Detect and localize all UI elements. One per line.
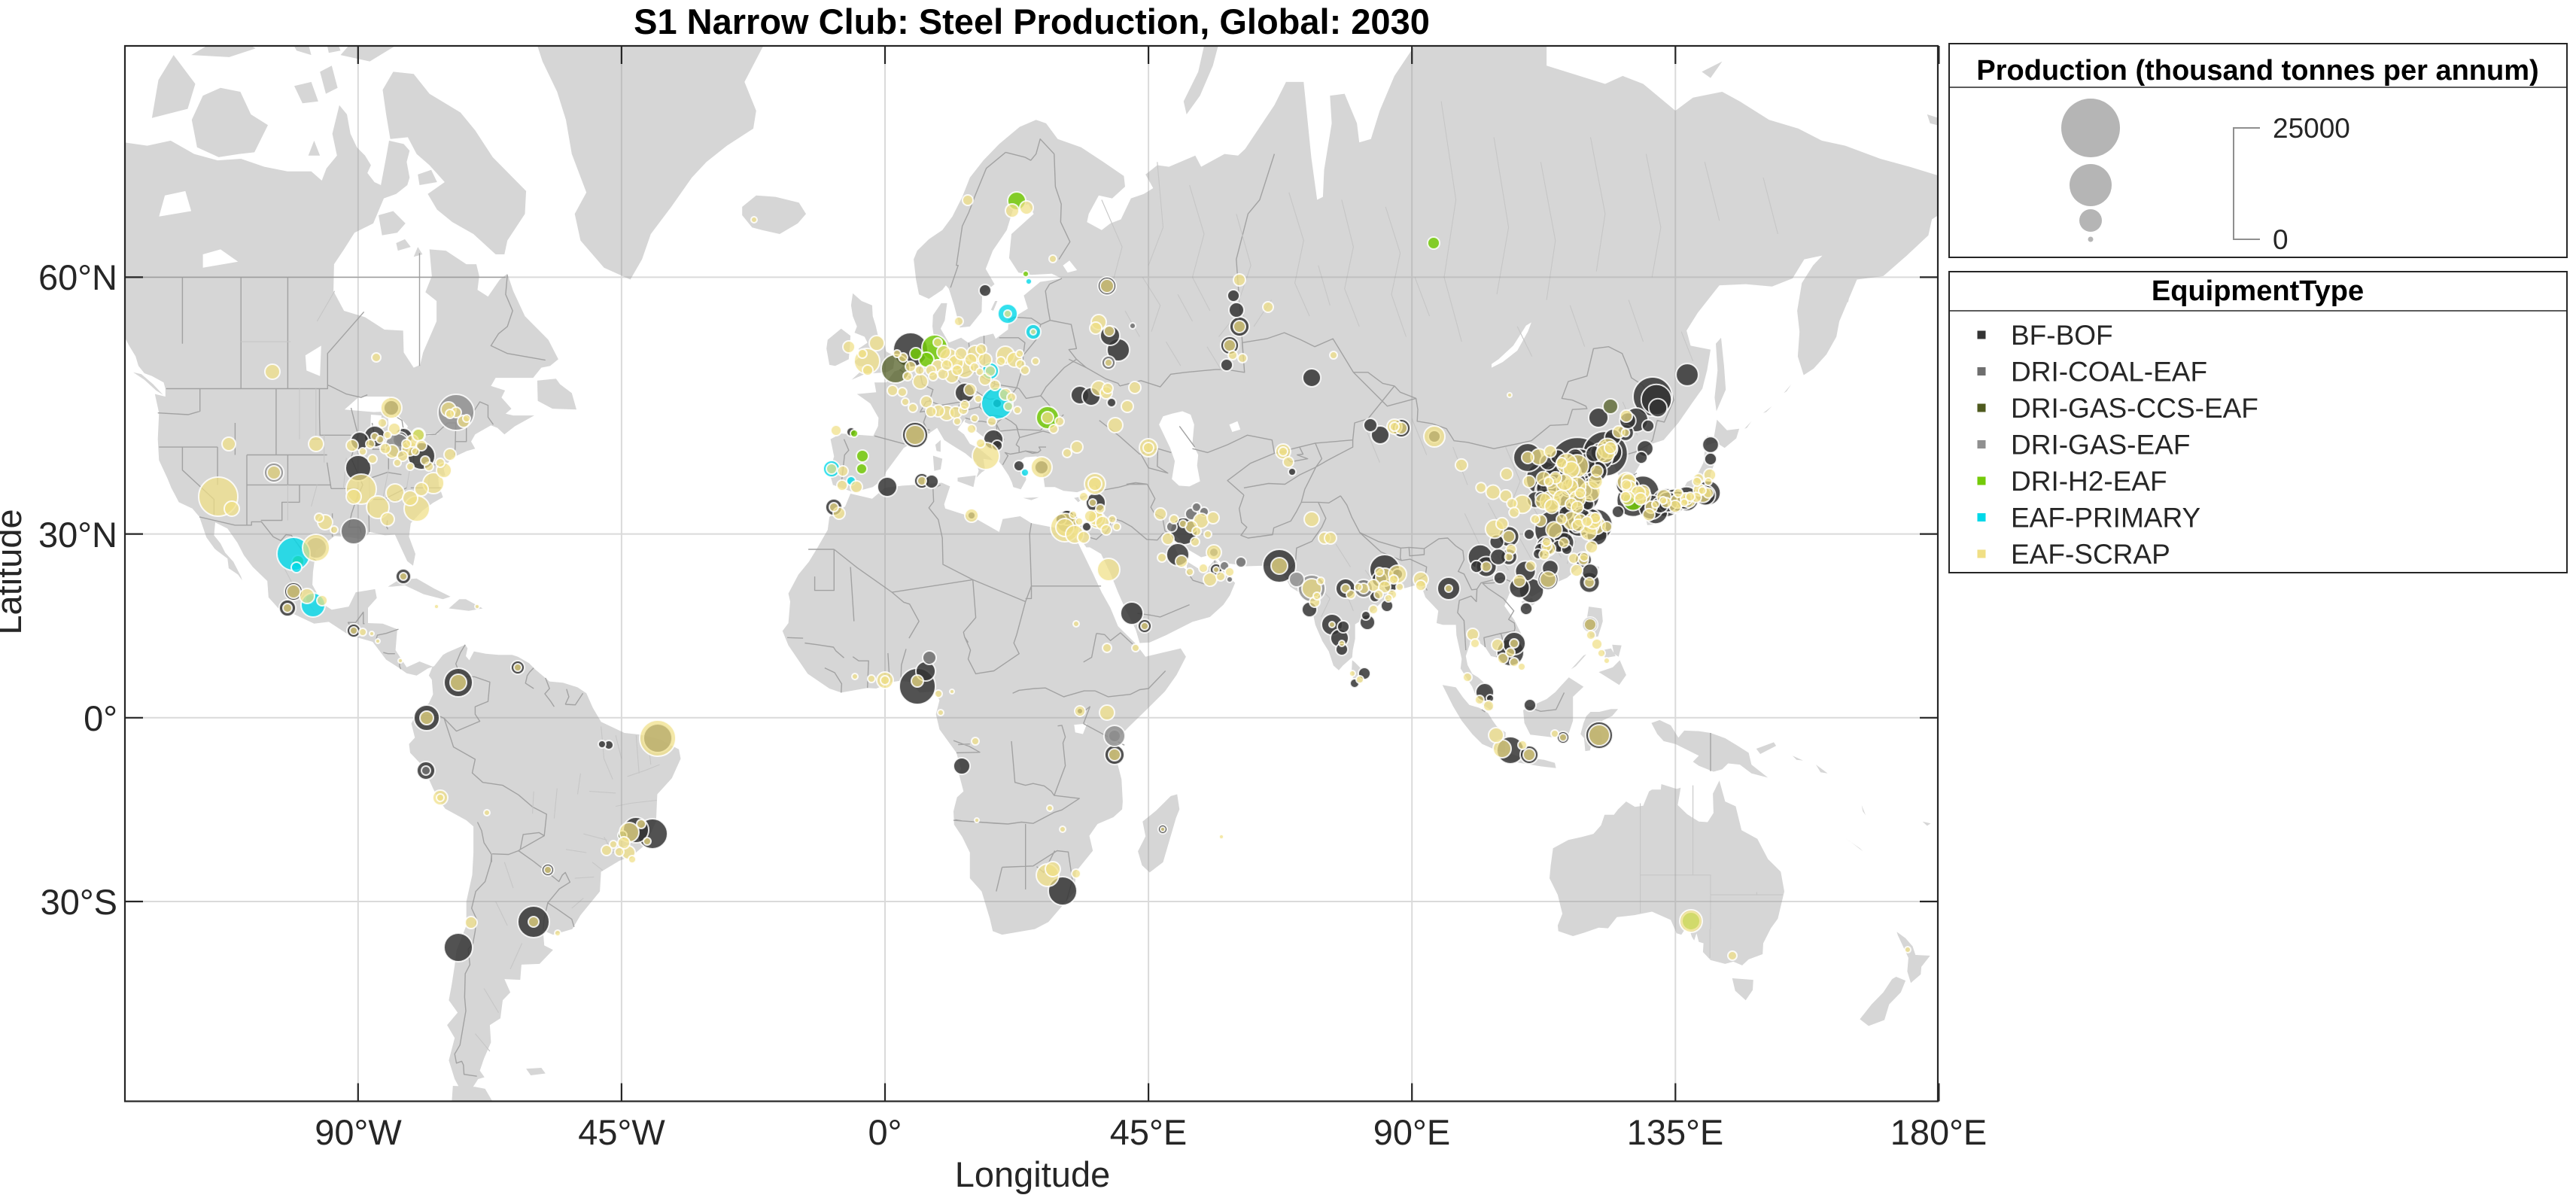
svg-text:DRI-COAL-EAF: DRI-COAL-EAF (2011, 357, 2207, 388)
svg-text:30°S: 30°S (41, 882, 117, 922)
svg-text:Production (thousand tonnes pe: Production (thousand tonnes per annum) (1976, 55, 2538, 87)
svg-text:60°N: 60°N (38, 257, 117, 297)
svg-text:EAF-PRIMARY: EAF-PRIMARY (2011, 503, 2200, 534)
svg-text:45°E: 45°E (1110, 1112, 1187, 1152)
svg-text:Longitude: Longitude (955, 1154, 1110, 1194)
svg-text:DRI-H2-EAF: DRI-H2-EAF (2011, 466, 2167, 497)
svg-text:180°E: 180°E (1890, 1112, 1988, 1152)
svg-text:EquipmentType: EquipmentType (2152, 275, 2364, 307)
svg-text:EAF-SCRAP: EAF-SCRAP (2011, 539, 2170, 570)
svg-text:45°W: 45°W (578, 1112, 665, 1152)
svg-text:Latitude: Latitude (0, 509, 29, 634)
svg-text:90°W: 90°W (315, 1112, 402, 1152)
svg-text:DRI-GAS-EAF: DRI-GAS-EAF (2011, 430, 2190, 461)
svg-text:0°: 0° (84, 698, 117, 738)
svg-text:25000: 25000 (2273, 113, 2350, 144)
svg-text:90°E: 90°E (1373, 1112, 1450, 1152)
svg-text:135°E: 135°E (1627, 1112, 1724, 1152)
svg-text:S1 Narrow Club: Steel Producti: S1 Narrow Club: Steel Production, Global… (634, 2, 1430, 41)
svg-text:0: 0 (2273, 224, 2289, 255)
svg-text:BF-BOF: BF-BOF (2011, 320, 2113, 351)
svg-text:0°: 0° (868, 1112, 902, 1152)
svg-text:30°N: 30°N (38, 515, 117, 555)
svg-text:DRI-GAS-CCS-EAF: DRI-GAS-CCS-EAF (2011, 393, 2258, 424)
